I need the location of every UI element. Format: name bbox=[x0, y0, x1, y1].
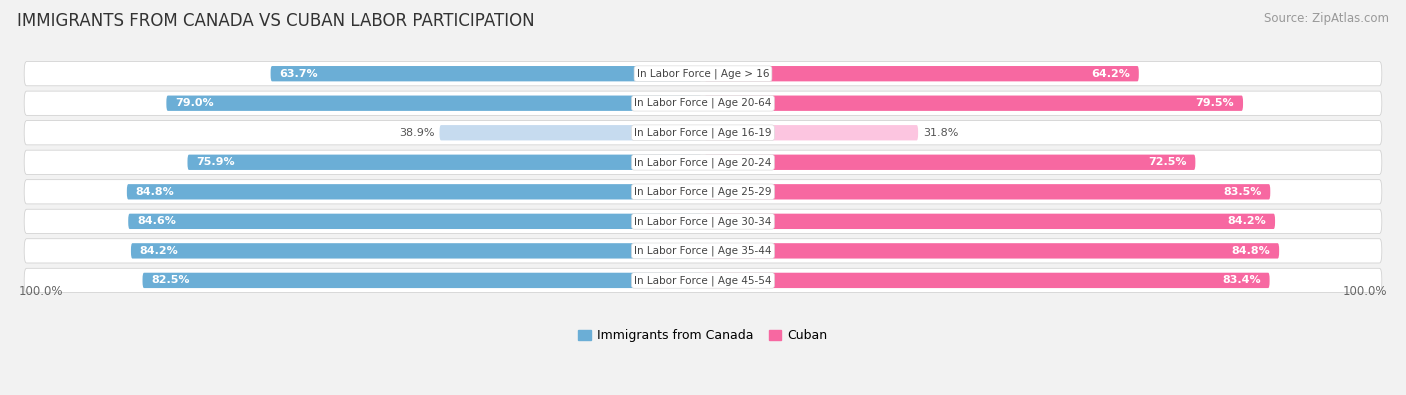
FancyBboxPatch shape bbox=[704, 273, 1270, 288]
Text: In Labor Force | Age 45-54: In Labor Force | Age 45-54 bbox=[634, 275, 772, 286]
Text: 63.7%: 63.7% bbox=[280, 69, 318, 79]
FancyBboxPatch shape bbox=[24, 239, 1382, 263]
FancyBboxPatch shape bbox=[704, 154, 1195, 170]
Text: In Labor Force | Age 30-34: In Labor Force | Age 30-34 bbox=[634, 216, 772, 227]
FancyBboxPatch shape bbox=[166, 96, 702, 111]
Text: 100.0%: 100.0% bbox=[18, 285, 63, 298]
FancyBboxPatch shape bbox=[704, 66, 1139, 81]
Text: 64.2%: 64.2% bbox=[1091, 69, 1130, 79]
Text: Source: ZipAtlas.com: Source: ZipAtlas.com bbox=[1264, 12, 1389, 25]
FancyBboxPatch shape bbox=[704, 184, 1270, 199]
Text: 84.8%: 84.8% bbox=[135, 187, 174, 197]
Text: 84.8%: 84.8% bbox=[1232, 246, 1271, 256]
FancyBboxPatch shape bbox=[24, 180, 1382, 204]
Text: 79.0%: 79.0% bbox=[176, 98, 214, 108]
FancyBboxPatch shape bbox=[704, 125, 918, 141]
Text: 72.5%: 72.5% bbox=[1149, 157, 1187, 167]
FancyBboxPatch shape bbox=[24, 91, 1382, 115]
Text: In Labor Force | Age 20-64: In Labor Force | Age 20-64 bbox=[634, 98, 772, 109]
Text: 75.9%: 75.9% bbox=[197, 157, 235, 167]
Legend: Immigrants from Canada, Cuban: Immigrants from Canada, Cuban bbox=[574, 324, 832, 347]
FancyBboxPatch shape bbox=[131, 243, 702, 259]
FancyBboxPatch shape bbox=[704, 96, 1243, 111]
Text: IMMIGRANTS FROM CANADA VS CUBAN LABOR PARTICIPATION: IMMIGRANTS FROM CANADA VS CUBAN LABOR PA… bbox=[17, 12, 534, 30]
Text: 83.4%: 83.4% bbox=[1222, 275, 1261, 286]
FancyBboxPatch shape bbox=[704, 243, 1279, 259]
Text: In Labor Force | Age 25-29: In Labor Force | Age 25-29 bbox=[634, 186, 772, 197]
Text: 84.2%: 84.2% bbox=[139, 246, 179, 256]
FancyBboxPatch shape bbox=[704, 214, 1275, 229]
Text: 31.8%: 31.8% bbox=[922, 128, 959, 138]
FancyBboxPatch shape bbox=[187, 154, 702, 170]
FancyBboxPatch shape bbox=[24, 150, 1382, 174]
FancyBboxPatch shape bbox=[270, 66, 702, 81]
Text: In Labor Force | Age > 16: In Labor Force | Age > 16 bbox=[637, 68, 769, 79]
FancyBboxPatch shape bbox=[24, 62, 1382, 86]
Text: In Labor Force | Age 35-44: In Labor Force | Age 35-44 bbox=[634, 246, 772, 256]
Text: In Labor Force | Age 20-24: In Labor Force | Age 20-24 bbox=[634, 157, 772, 167]
Text: 38.9%: 38.9% bbox=[399, 128, 434, 138]
FancyBboxPatch shape bbox=[127, 184, 702, 199]
Text: 83.5%: 83.5% bbox=[1223, 187, 1261, 197]
Text: 84.6%: 84.6% bbox=[136, 216, 176, 226]
Text: 100.0%: 100.0% bbox=[1343, 285, 1388, 298]
FancyBboxPatch shape bbox=[142, 273, 702, 288]
FancyBboxPatch shape bbox=[128, 214, 702, 229]
FancyBboxPatch shape bbox=[24, 120, 1382, 145]
Text: 84.2%: 84.2% bbox=[1227, 216, 1267, 226]
Text: 79.5%: 79.5% bbox=[1195, 98, 1234, 108]
FancyBboxPatch shape bbox=[440, 125, 702, 141]
Text: In Labor Force | Age 16-19: In Labor Force | Age 16-19 bbox=[634, 128, 772, 138]
FancyBboxPatch shape bbox=[24, 268, 1382, 293]
Text: 82.5%: 82.5% bbox=[152, 275, 190, 286]
FancyBboxPatch shape bbox=[24, 209, 1382, 233]
